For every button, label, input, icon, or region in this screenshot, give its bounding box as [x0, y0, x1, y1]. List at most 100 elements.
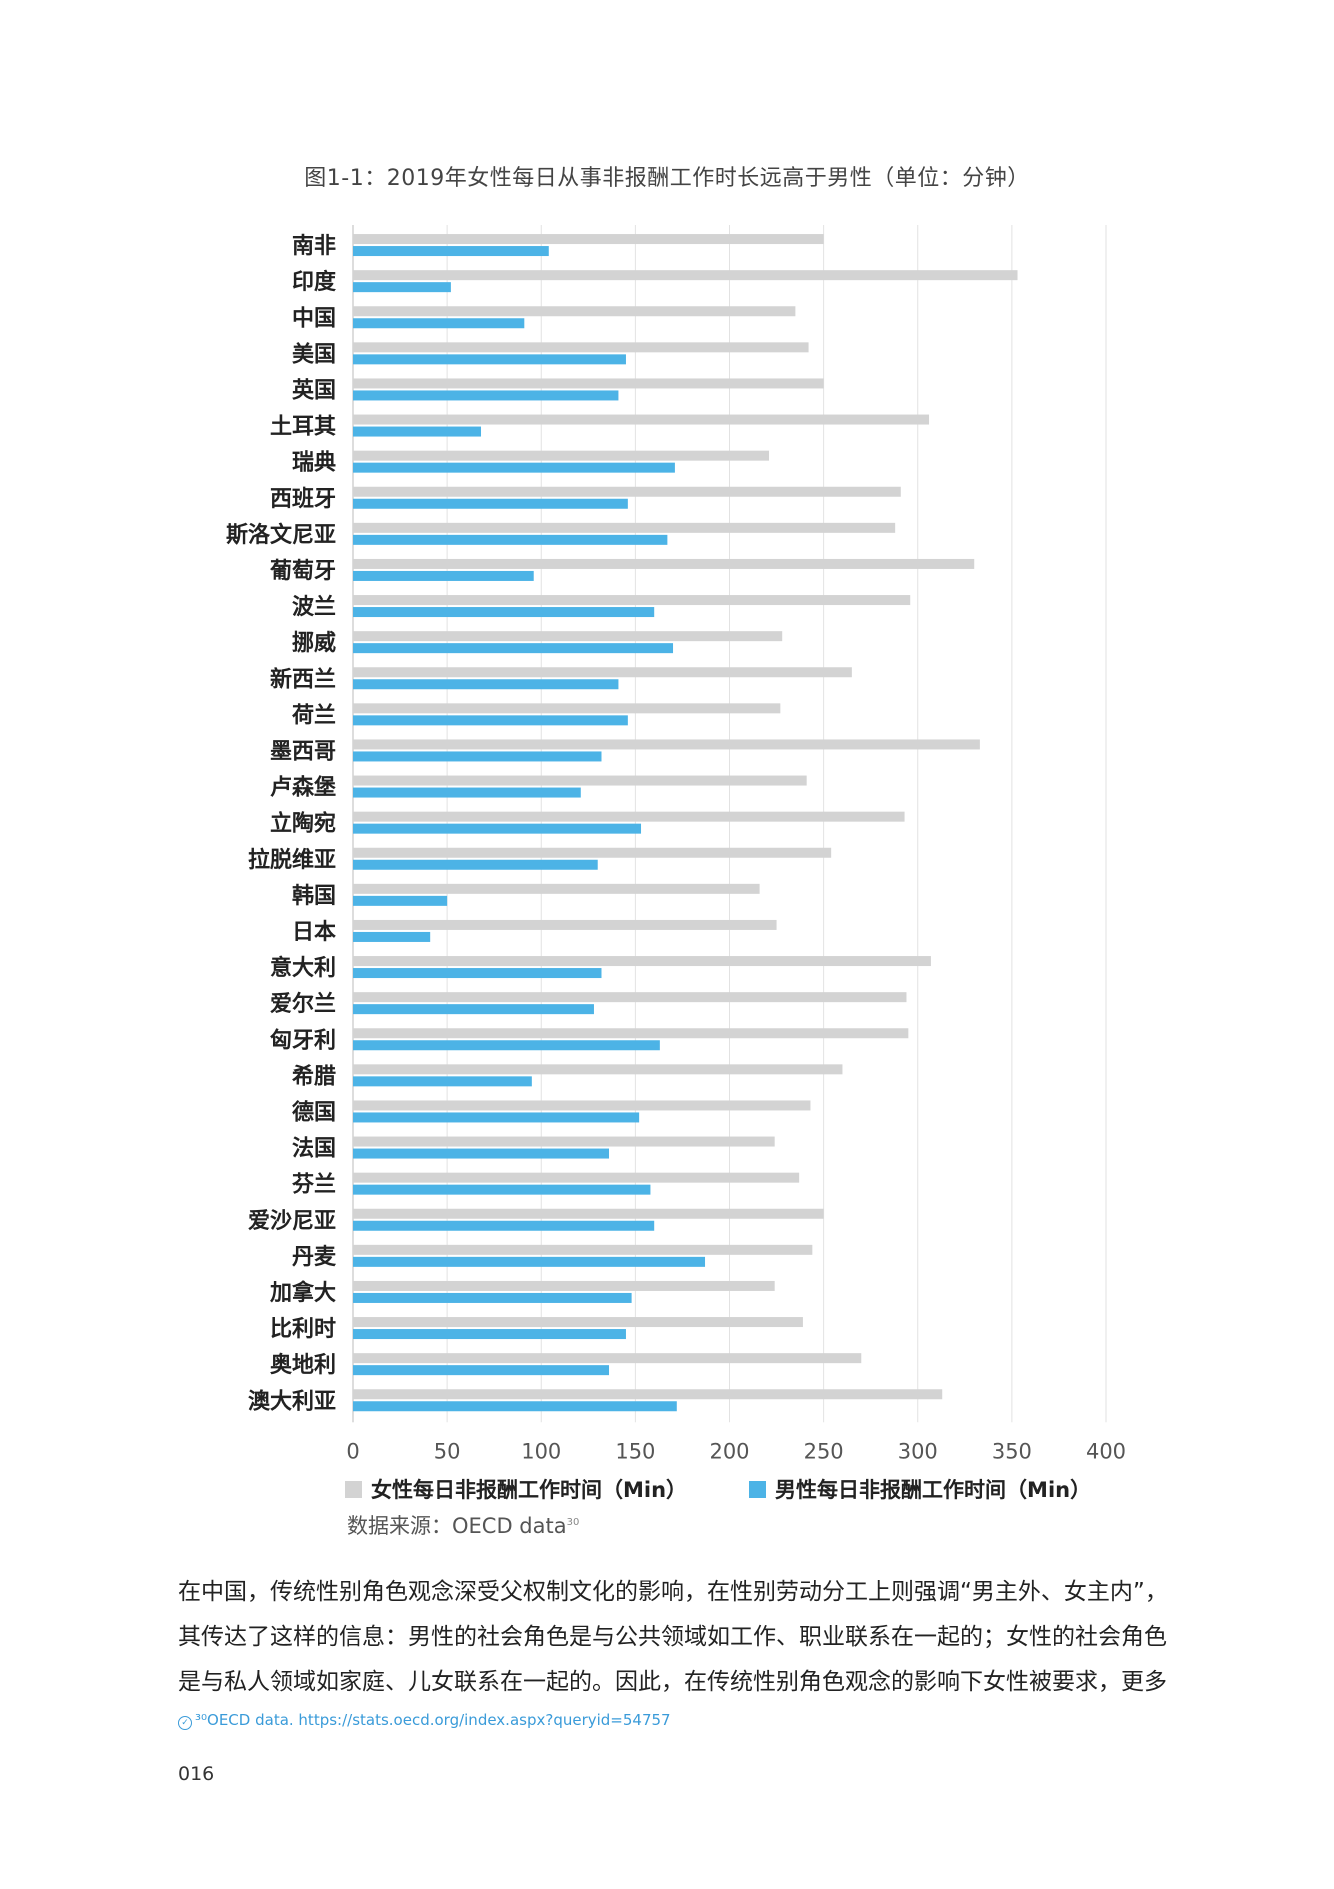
bar-male [353, 1184, 651, 1195]
bar-chart: 0 50 100 150 200 250 300 350 400 南非印度中国美国英国土耳其瑞典西… [226, 225, 1126, 1463]
bar-female [353, 414, 930, 425]
x-tick-label: 300 [898, 1439, 938, 1463]
bar-male [353, 823, 642, 834]
x-tick-label: 150 [615, 1439, 655, 1463]
category-label: 新西兰 [270, 666, 336, 692]
category-label: 西班牙 [270, 487, 336, 512]
bar-female [353, 1317, 803, 1328]
bar-male [353, 859, 598, 870]
category-label: 爱沙尼亚 [248, 1209, 336, 1234]
bar-female [353, 234, 824, 245]
body-line: 其传达了这样的信息：男性的社会角色是与公共领域如工作、职业联系在一起的；女性的社… [178, 1624, 1167, 1650]
footnote: ✓ ³⁰OECD data. https://stats.oecd.org/ind… [178, 1711, 671, 1730]
category-label: 波兰 [292, 594, 336, 620]
bar-male [353, 318, 525, 329]
bar-male [353, 751, 602, 762]
bar-male [353, 1076, 532, 1087]
bar-female [353, 1028, 909, 1039]
body-line: 在中国，传统性别角色观念深受父权制文化的影响，在性别劳动分工上则强调“男主外、女… [178, 1579, 1168, 1605]
bar-female [353, 1172, 800, 1183]
bar-male [353, 426, 482, 437]
bar-male [353, 390, 619, 401]
category-label: 希腊 [292, 1063, 336, 1089]
bar-male [353, 1329, 626, 1340]
bar-female [353, 739, 980, 750]
bar-female [353, 883, 760, 894]
bar-female [353, 992, 907, 1003]
x-tick-label: 0 [346, 1439, 359, 1463]
bar-female [353, 1280, 775, 1291]
x-tick-label: 100 [521, 1439, 561, 1463]
category-label: 瑞典 [292, 451, 336, 476]
bar-female [353, 306, 796, 317]
category-label: 匈牙利 [270, 1028, 336, 1053]
bar-female [353, 775, 807, 786]
footnote-text[interactable]: ³⁰OECD data. https://stats.oecd.org/inde… [195, 1711, 671, 1729]
category-label: 印度 [292, 269, 337, 295]
category-label: 中国 [292, 306, 336, 331]
bar-female [353, 667, 852, 678]
bar-male [353, 246, 549, 257]
bar-male [353, 1040, 660, 1051]
bar-female [353, 1244, 813, 1255]
bar-male [353, 354, 626, 365]
bar-female [353, 270, 1018, 281]
bar-female [353, 342, 809, 353]
bar-female [353, 811, 905, 822]
category-label: 意大利 [270, 955, 336, 981]
category-label: 土耳其 [270, 415, 336, 440]
category-label: 荷兰 [292, 702, 336, 728]
bar-female [353, 631, 783, 642]
x-tick-label: 250 [804, 1439, 844, 1463]
bar-male [353, 1401, 677, 1412]
bar-female [353, 1136, 775, 1147]
x-tick-label: 200 [709, 1439, 749, 1463]
source-label: 数据来源：OECD data [347, 1514, 567, 1538]
bar-female [353, 1353, 862, 1364]
category-label: 法国 [292, 1137, 336, 1162]
x-tick-label: 50 [434, 1439, 461, 1463]
bar-male [353, 1292, 632, 1303]
bar-male [353, 931, 431, 942]
chart-title: 图1-1：2019年女性每日从事非报酬工作时长远高于男性（单位：分钟） [304, 166, 1030, 191]
bar-female [353, 956, 931, 967]
bar-male [353, 570, 534, 581]
bar-female [353, 1064, 843, 1075]
category-label: 拉脱维亚 [248, 847, 336, 873]
bar-male [353, 498, 628, 509]
bar-female [353, 595, 911, 606]
legend-swatch-male [749, 1480, 767, 1498]
bar-female [353, 1100, 811, 1111]
bar-female [353, 378, 824, 389]
page-number: 016 [178, 1763, 215, 1785]
bar-male [353, 643, 674, 654]
bar-male [353, 534, 668, 545]
legend-item-male: 男性每日非报酬工作时间（Min） [749, 1474, 1091, 1504]
x-tick-label: 350 [992, 1439, 1032, 1463]
category-label: 芬兰 [291, 1172, 336, 1198]
body-line: 是与私人领域如家庭、儿女联系在一起的。因此，在传统性别角色观念的影响下女性被要求… [178, 1669, 1167, 1695]
bar-female [353, 1389, 943, 1400]
bar-female [353, 703, 781, 714]
bar-male [353, 679, 619, 690]
category-label: 加拿大 [269, 1280, 336, 1306]
category-label: 斯洛文尼亚 [226, 522, 336, 548]
bar-male [353, 1148, 610, 1159]
category-label: 英国 [292, 378, 336, 403]
category-label: 德国 [292, 1099, 336, 1125]
legend-label-female: 女性每日非报酬工作时间（Min） [371, 1478, 688, 1502]
category-label: 立陶宛 [270, 811, 336, 837]
bar-male [353, 1256, 706, 1267]
bar-female [353, 450, 770, 461]
category-label: 挪威 [292, 630, 336, 656]
bar-male [353, 715, 628, 726]
chart-legend: 女性每日非报酬工作时间（Min） 男性每日非报酬工作时间（Min） [345, 1474, 1153, 1504]
x-tick-label: 400 [1086, 1439, 1126, 1463]
category-label: 日本 [292, 920, 336, 945]
bar-male [353, 1365, 610, 1376]
category-label: 葡萄牙 [269, 559, 336, 584]
category-label: 卢森堡 [270, 775, 336, 801]
bar-male [353, 607, 655, 618]
category-label: 韩国 [292, 883, 336, 909]
bar-female [353, 1208, 824, 1219]
